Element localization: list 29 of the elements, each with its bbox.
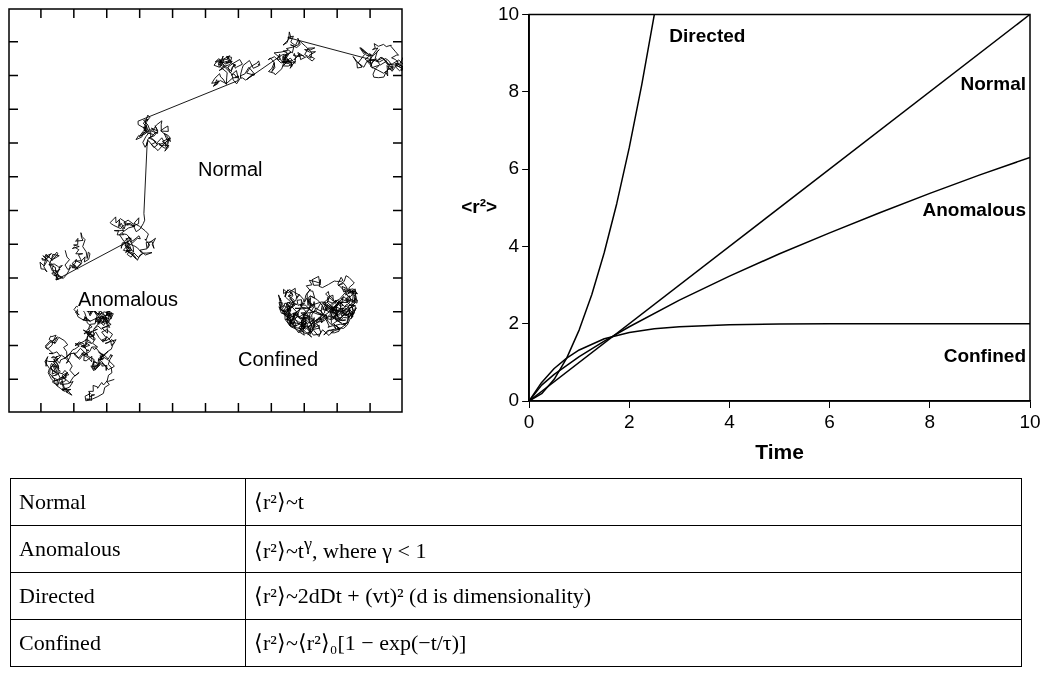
y-tick-label: 8 — [508, 79, 520, 101]
text: ⟨r²⟩~t$^{γ}$, where γ < 1 — [245, 525, 1022, 573]
series-label: Directed — [669, 24, 746, 46]
y-tick-label: 10 — [497, 2, 520, 24]
text: Anomalous — [10, 525, 246, 573]
x-tick-label: 10 — [1019, 410, 1041, 432]
y-axis-title: <r²> — [461, 195, 498, 217]
y-tick-label: 6 — [508, 157, 520, 179]
text: Directed — [10, 572, 246, 620]
x-tick-label: 4 — [724, 410, 736, 432]
text: ⟨r²⟩~2dDt + (vt)² (d is dimensionality) — [245, 572, 1022, 620]
x-tick-label: 8 — [924, 410, 936, 432]
series-label: Anomalous — [922, 198, 1026, 220]
text: Confined — [10, 619, 246, 667]
text: ⟨r²⟩~⟨r²⟩₀[1 − exp(−t/τ)] — [245, 619, 1022, 667]
text: ⟨r²⟩~t — [245, 478, 1022, 526]
text: Confined — [238, 348, 319, 371]
text: Anomalous — [78, 288, 179, 311]
series-label: Normal — [960, 73, 1026, 95]
y-tick-label: 4 — [508, 234, 520, 256]
text: Normal — [198, 158, 263, 181]
y-tick-label: 0 — [508, 389, 520, 411]
y-tick-label: 2 — [508, 311, 520, 333]
x-tick-label: 6 — [824, 410, 835, 432]
x-tick-label: 0 — [523, 410, 535, 432]
x-tick-label: 2 — [624, 410, 635, 432]
text: Normal — [10, 478, 246, 526]
x-axis-title: Time — [755, 440, 804, 464]
series-label: Confined — [943, 345, 1026, 367]
